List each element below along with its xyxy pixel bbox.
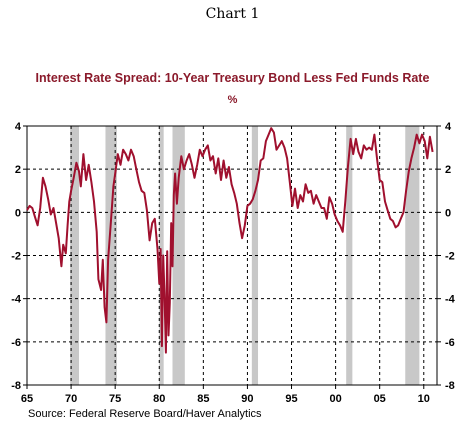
source-note: Source: Federal Reserve Board/Haver Anal… xyxy=(28,408,262,420)
x-tick-label: 70 xyxy=(65,393,77,405)
recession-band-4 xyxy=(251,126,259,385)
y-tick-label-left: 2 xyxy=(15,164,21,176)
y-tick-label-right: 4 xyxy=(445,121,452,133)
y-tick-label-left: -8 xyxy=(11,380,21,392)
chart-title: Interest Rate Spread: 10-Year Treasury B… xyxy=(35,71,430,85)
y-tick-label-left: 4 xyxy=(15,121,22,133)
y-tick-label-right: -6 xyxy=(445,337,455,349)
x-tick-label: 80 xyxy=(153,393,165,405)
axis-ticks: 4 42 20 0-2 -2-4 -4-6 -6-8 -865 70 75 80 85 90 95 00 05… xyxy=(11,121,455,405)
x-tick-label: 00 xyxy=(329,393,341,405)
y-tick-label-right: 2 xyxy=(445,164,451,176)
y-tick-label-left: -6 xyxy=(11,337,21,349)
x-tick-label: 65 xyxy=(21,393,33,405)
recession-band-0 xyxy=(70,126,80,385)
y-tick-label-right: -2 xyxy=(445,251,455,263)
x-tick-label: 10 xyxy=(418,393,430,405)
recession-band-5 xyxy=(346,126,353,385)
y-tick-label-left: -2 xyxy=(11,251,21,263)
y-axis-unit: % xyxy=(227,94,238,106)
y-tick-label-right: -8 xyxy=(445,380,455,392)
series-line xyxy=(26,127,434,354)
y-tick-label-left: 0 xyxy=(15,207,21,219)
page-title: Chart 1 xyxy=(205,6,260,22)
x-tick-label: 85 xyxy=(197,393,209,405)
x-tick-label: 95 xyxy=(285,393,297,405)
y-tick-label-right: -4 xyxy=(445,294,456,306)
y-tick-label-left: -4 xyxy=(11,294,22,306)
x-tick-label: 05 xyxy=(374,393,386,405)
x-tick-label: 90 xyxy=(241,393,253,405)
y-tick-label-right: 0 xyxy=(445,207,451,219)
x-tick-label: 75 xyxy=(109,393,121,405)
